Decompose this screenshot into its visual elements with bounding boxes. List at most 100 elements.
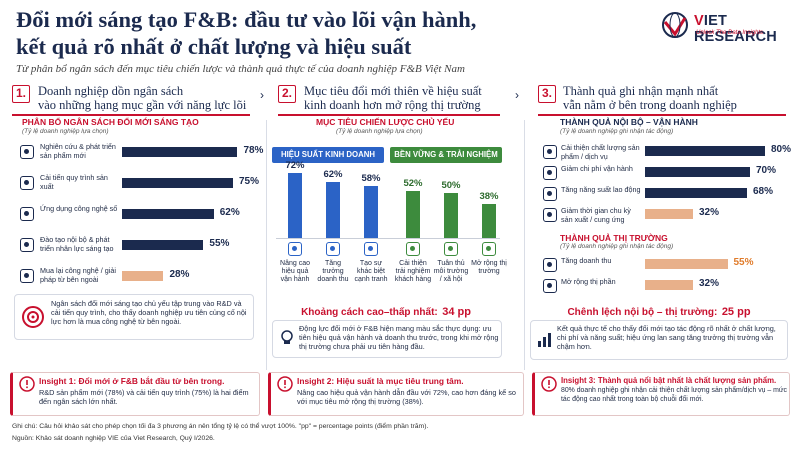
gear-icon (20, 176, 34, 190)
chart2-note: (Tỷ lệ doanh nghiệp lựa chọn) (336, 128, 423, 135)
chart1-category-label: Ứng dụng công nghệ số (40, 204, 118, 213)
chart1-value-label: 78% (243, 145, 264, 156)
revenue-icon-glyph (547, 262, 552, 267)
chart2-baseline (276, 238, 500, 239)
chart3-category-label: Cải thiện chất lượng sản phẩm / dịch vụ (561, 143, 640, 161)
chart2-bar (444, 193, 458, 238)
panel2-highlight: Khoảng cách cao–thấp nhất: 34 pp (301, 306, 471, 318)
page-subtitle: Từ phân bổ ngân sách đến mục tiêu chiến … (16, 63, 465, 75)
alert-icon (19, 376, 35, 392)
alert-icon (277, 376, 293, 392)
footer-source: Nguồn: Khảo sát doanh nghiệp VIE của Vie… (12, 435, 215, 442)
chart2-category-icon (288, 242, 302, 256)
chart2-bar (364, 185, 378, 238)
chart1-value-label: 75% (239, 176, 260, 187)
productivity-icon-glyph (547, 191, 552, 196)
footer-note: Ghi chú: Câu hỏi khảo sát cho phép chọn … (12, 423, 429, 430)
group-header-sustainability: BỀN VỮNG & TRẢI NGHIỆM (390, 147, 502, 163)
globe-icon (662, 12, 688, 38)
alert-icon (541, 376, 557, 392)
growth-chart-icon (538, 333, 551, 347)
panel3-note-text: Kết quả thực tế cho thấy đổi mới tạo tác… (557, 324, 776, 352)
chart3-value-label: 70% (756, 165, 777, 176)
insight-3-body: 80% doanh nghiệp ghi nhận cải thiện chất… (561, 387, 787, 403)
chart3-value-label: 68% (753, 186, 774, 197)
chart2-bar (406, 191, 420, 238)
chart3-category-label: Giảm thời gian chu kỳ sản xuất / cung ứn… (561, 206, 631, 224)
chart2-category-label: Tuân thủ môi trường / xã hội (433, 260, 469, 283)
chart2-category-icon (364, 242, 378, 256)
chart2-value-label: 62% (323, 169, 343, 181)
chart1-category-label: Nghiên cứu & phát triển sản phẩm mới (40, 142, 116, 160)
chart2-category-icon-glyph (368, 246, 373, 251)
chart2-value-label: 38% (479, 190, 499, 202)
insight-2-body: Nâng cao hiệu quả vận hành dẫn đầu với 7… (297, 388, 516, 406)
chart2-bar (288, 173, 302, 238)
chart2-category-label: Tạo sự khác biệt cạnh tranh (354, 260, 388, 283)
chart2-value-label: 58% (361, 172, 381, 184)
chart2-category-label: Cải thiện trải nghiệm khách hàng (394, 260, 432, 283)
group-header-business-performance: HIỆU SUẤT KINH DOANH (272, 147, 384, 163)
chart3-value-label: 80% (771, 144, 792, 155)
panel1-note-text: Ngân sách đổi mới sáng tạo chủ yếu tập t… (51, 299, 247, 327)
chart2-category-label: Nâng cao hiệu quả vận hành (280, 260, 310, 283)
chart4-category-label: Tăng doanh thu (561, 256, 612, 265)
chart4-note: (Tỷ lệ doanh nghiệp ghi nhận tác động) (560, 243, 674, 250)
section-3-heading: Thành quả ghi nhận mạnh nhất vẫn nằm ở bê… (563, 84, 737, 112)
chart1-bar (122, 147, 238, 157)
logo-text: VIET RESEARCH (694, 13, 777, 45)
productivity-icon (543, 187, 557, 201)
column-divider (524, 120, 525, 370)
insight-2-title: Insight 2: Hiệu suất là mục tiêu trung t… (297, 376, 464, 386)
insight-1-body: R&D sản phẩm mới (78%) và cải tiến quy t… (39, 388, 249, 406)
chart2-category-label: Mở rộng thị trường (471, 260, 507, 275)
page-title: Đổi mới sáng tạo F&B: đầu tư vào lõi vận… (16, 6, 576, 60)
clock-icon (543, 208, 557, 222)
chart1-category-label: Cải tiến quy trình sản xuất (40, 173, 108, 191)
cost-icon (543, 166, 557, 180)
chart2-category-label: Tăng trưởng doanh thu (317, 260, 349, 283)
insight-1-title: Insight 1: Đổi mới ở F&B bắt đầu từ bên … (39, 376, 225, 386)
chart2-category-icon-glyph (292, 246, 297, 251)
chart1-category-label: Mua lại công nghệ / giải pháp từ bên ngo… (40, 266, 116, 284)
chart3-bar (645, 167, 750, 177)
section-2-heading: Mục tiêu đổi mới thiên về hiệu suất kinh … (304, 84, 482, 112)
chart4-value-label: 32% (699, 278, 720, 289)
section-3-number: 3. (538, 85, 556, 103)
chart3-bar (645, 146, 765, 156)
panel2-note-box: Động lực đổi mới ở F&B hiện mang màu sắc… (272, 320, 502, 358)
target-icon (22, 306, 44, 328)
panel3-highlight: Chênh lệch nội bộ – thị trường: 25 pp (567, 306, 751, 318)
cost-icon-glyph (547, 170, 552, 175)
chart2-category-icon (406, 242, 420, 256)
chart2-category-icon (444, 242, 458, 256)
chart1-category-label: Đào tạo nội bộ & phát triển nhân lực sán… (40, 235, 114, 253)
insight-1-card: Insight 1: Đổi mới ở F&B bắt đầu từ bên … (10, 372, 260, 416)
chart1-bar (122, 209, 214, 219)
chart2-category-icon-glyph (330, 246, 335, 251)
chart3-bar (645, 209, 693, 219)
chart4-bar (645, 280, 693, 290)
revenue-icon (543, 258, 557, 272)
network-icon (20, 207, 34, 221)
chart3-value-label: 32% (699, 207, 720, 218)
chart3-category-label: Giảm chi phí vận hành (561, 164, 633, 173)
chart3-bar (645, 188, 747, 198)
quality-icon-glyph (547, 149, 552, 154)
flask-icon (20, 145, 34, 159)
logo-tagline: Unlock The Data Insights (696, 30, 764, 36)
chart3-note: (Tỷ lệ doanh nghiệp ghi nhận tác động) (560, 128, 674, 135)
section-2-underline (278, 114, 500, 116)
chart1-note: (Tỷ lệ doanh nghiệp lựa chọn) (22, 128, 109, 135)
panel3-note-box: Kết quả thực tế cho thấy đổi mới tạo tác… (530, 320, 788, 360)
chevron-right-icon: › (515, 88, 519, 102)
chart2-value-label: 52% (403, 178, 423, 190)
chart2-value-label: 72% (285, 160, 305, 172)
chart2-category-icon-glyph (448, 246, 453, 251)
chart1-bar (122, 178, 233, 188)
flask-icon-glyph (24, 149, 29, 154)
insight-3-title: Insight 3: Thành quả nổi bật nhất là chấ… (561, 376, 777, 385)
section-2-number: 2. (278, 85, 296, 103)
panel1-note-box: Ngân sách đổi mới sáng tạo chủ yếu tập t… (14, 294, 254, 340)
share-icon (543, 279, 557, 293)
